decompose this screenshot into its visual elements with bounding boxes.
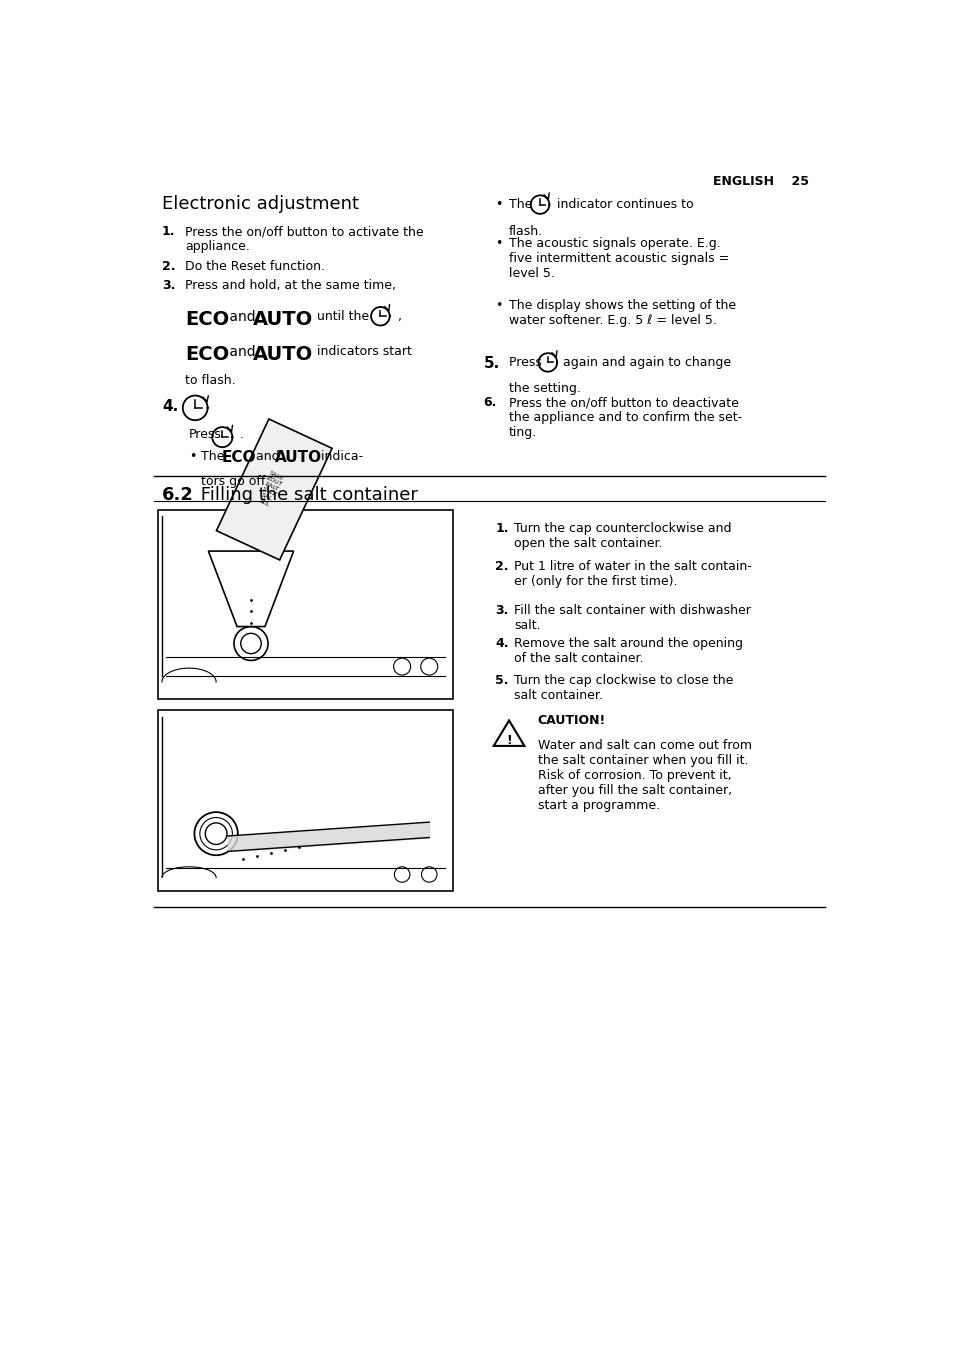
- Text: AUTO: AUTO: [253, 345, 314, 364]
- Text: Press: Press: [509, 357, 545, 369]
- Text: Press the on/off button to activate the
appliance.: Press the on/off button to activate the …: [185, 226, 423, 253]
- Text: •: •: [495, 199, 502, 211]
- Text: indicators start: indicators start: [313, 345, 412, 358]
- Text: and: and: [225, 310, 260, 324]
- Text: Press the on/off button to deactivate
the appliance and to confirm the set-
ting: Press the on/off button to deactivate th…: [509, 396, 741, 439]
- Polygon shape: [216, 419, 332, 560]
- Text: until the: until the: [313, 310, 369, 323]
- Text: indica-: indica-: [316, 450, 363, 464]
- Text: Do the Reset function.: Do the Reset function.: [185, 260, 325, 273]
- Text: AUTO: AUTO: [274, 450, 322, 465]
- Text: 3.: 3.: [162, 280, 175, 292]
- Text: SALE
ZOUT
SALT
SALZ
SAL
SEL: SALE ZOUT SALT SALZ SAL SEL: [255, 470, 285, 508]
- Polygon shape: [208, 552, 294, 626]
- Text: Electronic adjustment: Electronic adjustment: [162, 195, 358, 212]
- Text: ECO: ECO: [185, 310, 229, 329]
- Text: Filling the salt container: Filling the salt container: [195, 485, 417, 504]
- Text: 5.: 5.: [483, 357, 499, 372]
- Text: Fill the salt container with dishwasher
salt.: Fill the salt container with dishwasher …: [514, 604, 751, 633]
- Text: Water and salt can come out from
the salt container when you fill it.
Risk of co: Water and salt can come out from the sal…: [537, 740, 751, 813]
- Text: tors go off.: tors go off.: [200, 475, 268, 488]
- Text: •: •: [189, 450, 196, 464]
- Text: 1.: 1.: [162, 226, 175, 238]
- Text: flash.: flash.: [509, 224, 542, 238]
- Text: to flash.: to flash.: [185, 375, 235, 387]
- Text: ,: ,: [394, 310, 402, 323]
- Text: indicator continues to: indicator continues to: [553, 199, 693, 211]
- Text: •: •: [495, 299, 502, 311]
- Text: ECO: ECO: [185, 345, 229, 364]
- Text: AUTO: AUTO: [253, 310, 314, 329]
- Text: CAUTION!: CAUTION!: [537, 714, 605, 727]
- Text: ECO: ECO: [221, 450, 255, 465]
- Text: •: •: [495, 237, 502, 250]
- Text: 1.: 1.: [495, 522, 508, 535]
- Text: Press and hold, at the same time,: Press and hold, at the same time,: [185, 280, 395, 292]
- Text: and: and: [225, 345, 260, 358]
- Text: 6.2: 6.2: [162, 485, 193, 504]
- Text: 5.: 5.: [495, 673, 508, 687]
- Text: The: The: [200, 450, 228, 464]
- Text: 2.: 2.: [495, 560, 508, 573]
- Bar: [158, 711, 452, 891]
- Text: 6.: 6.: [483, 396, 497, 410]
- Bar: [158, 510, 452, 699]
- Text: The: The: [509, 199, 536, 211]
- Text: The display shows the setting of the
water softener. E.g. 5 ℓ = level 5.: The display shows the setting of the wat…: [509, 299, 736, 327]
- Text: 3.: 3.: [495, 604, 508, 618]
- Text: again and again to change: again and again to change: [558, 357, 731, 369]
- Text: and: and: [252, 450, 283, 464]
- Text: Turn the cap clockwise to close the
salt container.: Turn the cap clockwise to close the salt…: [514, 673, 733, 702]
- Text: ENGLISH    25: ENGLISH 25: [712, 176, 808, 188]
- Text: 4.: 4.: [495, 637, 508, 650]
- Text: 4.: 4.: [162, 399, 178, 414]
- Text: Turn the cap counterclockwise and
open the salt container.: Turn the cap counterclockwise and open t…: [514, 522, 731, 550]
- Text: Put 1 litre of water in the salt contain-
er (only for the first time).: Put 1 litre of water in the salt contain…: [514, 560, 752, 588]
- Text: Remove the salt around the opening
of the salt container.: Remove the salt around the opening of th…: [514, 637, 742, 665]
- Text: .: .: [235, 427, 243, 441]
- Text: Press: Press: [189, 427, 222, 441]
- Text: The acoustic signals operate. E.g.
five intermittent acoustic signals =
level 5.: The acoustic signals operate. E.g. five …: [509, 237, 728, 280]
- Text: the setting.: the setting.: [509, 383, 580, 396]
- Text: 2.: 2.: [162, 260, 175, 273]
- Text: !: !: [506, 734, 512, 748]
